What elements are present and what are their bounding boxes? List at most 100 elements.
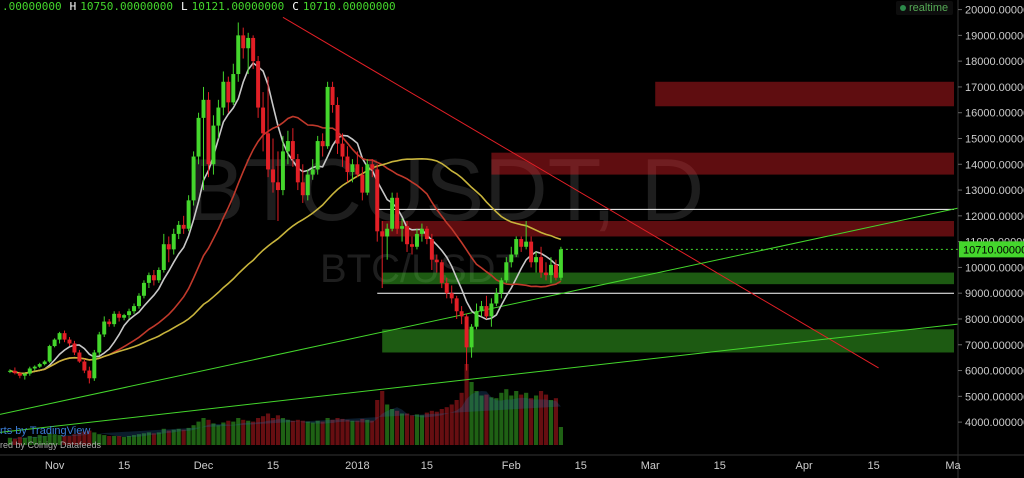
volume-bar bbox=[533, 395, 539, 445]
volume-bar bbox=[464, 364, 469, 445]
volume-bar bbox=[275, 415, 281, 445]
volume-bar bbox=[126, 436, 132, 445]
volume-bar bbox=[87, 430, 92, 445]
time-tick-label: Ma bbox=[945, 460, 961, 472]
volume-bar bbox=[340, 418, 345, 445]
volume-bar bbox=[524, 392, 529, 445]
volume-bar bbox=[280, 418, 286, 445]
candle-body bbox=[315, 141, 320, 170]
tradingview-attribution[interactable]: rts by TradingView bbox=[0, 425, 91, 437]
candle-body bbox=[280, 151, 285, 191]
volume-bar bbox=[553, 398, 559, 445]
price-tick-label: 20000.000000 bbox=[965, 5, 1024, 17]
candle-body bbox=[216, 107, 221, 126]
candle-body bbox=[246, 37, 251, 49]
candle-body bbox=[42, 361, 47, 365]
volume-bar bbox=[320, 421, 325, 445]
price-axis[interactable]: 20000.000000 19000.000000 18000.000000 1700… bbox=[958, 5, 1024, 430]
volume-bar bbox=[131, 435, 137, 445]
candle-body bbox=[275, 182, 280, 191]
candle-body bbox=[385, 228, 390, 237]
candle-body bbox=[256, 61, 261, 108]
candle-body bbox=[365, 164, 370, 193]
candle-body bbox=[544, 272, 548, 276]
candle-body bbox=[484, 306, 489, 317]
candle-body bbox=[181, 224, 186, 229]
candle-body bbox=[206, 99, 211, 165]
volume-bar bbox=[479, 395, 484, 445]
volume-bar bbox=[141, 433, 147, 445]
volume-bar bbox=[454, 400, 459, 445]
volume-bar bbox=[102, 435, 107, 445]
time-tick-label: Nov bbox=[45, 460, 65, 472]
volume-bar bbox=[519, 394, 524, 445]
realtime-badge[interactable]: realtime bbox=[896, 1, 954, 15]
price-tick-label: 15000.000000 bbox=[965, 133, 1024, 145]
candle-body bbox=[151, 275, 156, 281]
volume-bar bbox=[32, 436, 37, 445]
candle-body bbox=[141, 282, 146, 296]
volume-bar bbox=[117, 436, 122, 445]
time-axis[interactable]: Nov 15 Dec 15 2018 15 Feb 15 Mar 15 Apr 15 Ma bbox=[45, 460, 962, 472]
volume-bar bbox=[335, 418, 340, 445]
volume-bar bbox=[236, 418, 241, 445]
ohlc-readout: .00000000 H 10750.00000000 L 10121.00000000 C… bbox=[2, 0, 404, 13]
watermark-symbol: BTCUSDT, D bbox=[186, 140, 704, 239]
candle-body bbox=[166, 244, 171, 250]
volume-bar bbox=[474, 391, 479, 445]
candle-body bbox=[122, 315, 127, 318]
volume-bar bbox=[365, 419, 370, 445]
volume-bar bbox=[270, 418, 276, 445]
candle-body bbox=[72, 343, 77, 353]
volume-bar bbox=[385, 404, 390, 445]
candle-body bbox=[236, 35, 241, 75]
horizontal-lines-layer bbox=[377, 208, 954, 294]
candle-body bbox=[127, 311, 132, 316]
volume-bar bbox=[171, 429, 176, 445]
candle-body bbox=[92, 352, 97, 379]
candle-body bbox=[261, 107, 266, 134]
candle-body bbox=[345, 156, 350, 173]
volume-bar bbox=[57, 435, 62, 445]
candle-body bbox=[47, 346, 52, 362]
candle-body bbox=[558, 249, 563, 278]
candle-body bbox=[434, 259, 439, 263]
candle-body bbox=[300, 182, 305, 196]
candle-body bbox=[355, 164, 360, 175]
volume-bar bbox=[404, 413, 410, 445]
volume-bar bbox=[494, 398, 499, 445]
trendline bbox=[282, 16, 879, 369]
candle-body bbox=[414, 233, 419, 247]
realtime-label: realtime bbox=[909, 2, 949, 14]
volume-bar bbox=[62, 436, 67, 445]
price-tick-label: 6000.000000 bbox=[965, 366, 1024, 378]
volume-bar bbox=[156, 432, 161, 445]
trendlines-layer bbox=[0, 16, 959, 433]
volume-bar bbox=[47, 433, 52, 445]
candle-body bbox=[310, 169, 315, 175]
price-tick-label: 19000.000000 bbox=[965, 30, 1024, 42]
candle-body bbox=[424, 228, 429, 240]
volume-bar bbox=[449, 404, 454, 445]
candle-body bbox=[405, 226, 410, 245]
volume-bar bbox=[370, 420, 375, 445]
volume-bar bbox=[548, 400, 554, 445]
candle-body bbox=[12, 370, 17, 374]
candle-body bbox=[62, 333, 67, 340]
zone-band bbox=[382, 272, 954, 285]
candle-body bbox=[52, 339, 57, 347]
volume-bar bbox=[191, 425, 196, 445]
candle-body bbox=[454, 298, 459, 312]
volume-bar bbox=[375, 400, 380, 445]
candle-body bbox=[102, 321, 107, 335]
candle-body bbox=[400, 226, 405, 229]
time-tick-label: 15 bbox=[575, 460, 587, 472]
volume-layer bbox=[7, 364, 563, 445]
candle-body bbox=[325, 86, 330, 147]
volume-bar bbox=[161, 428, 166, 445]
candle-body bbox=[295, 159, 300, 183]
volume-bar bbox=[181, 429, 186, 445]
volume-bar bbox=[216, 425, 221, 445]
time-tick-label: Dec bbox=[194, 460, 214, 472]
